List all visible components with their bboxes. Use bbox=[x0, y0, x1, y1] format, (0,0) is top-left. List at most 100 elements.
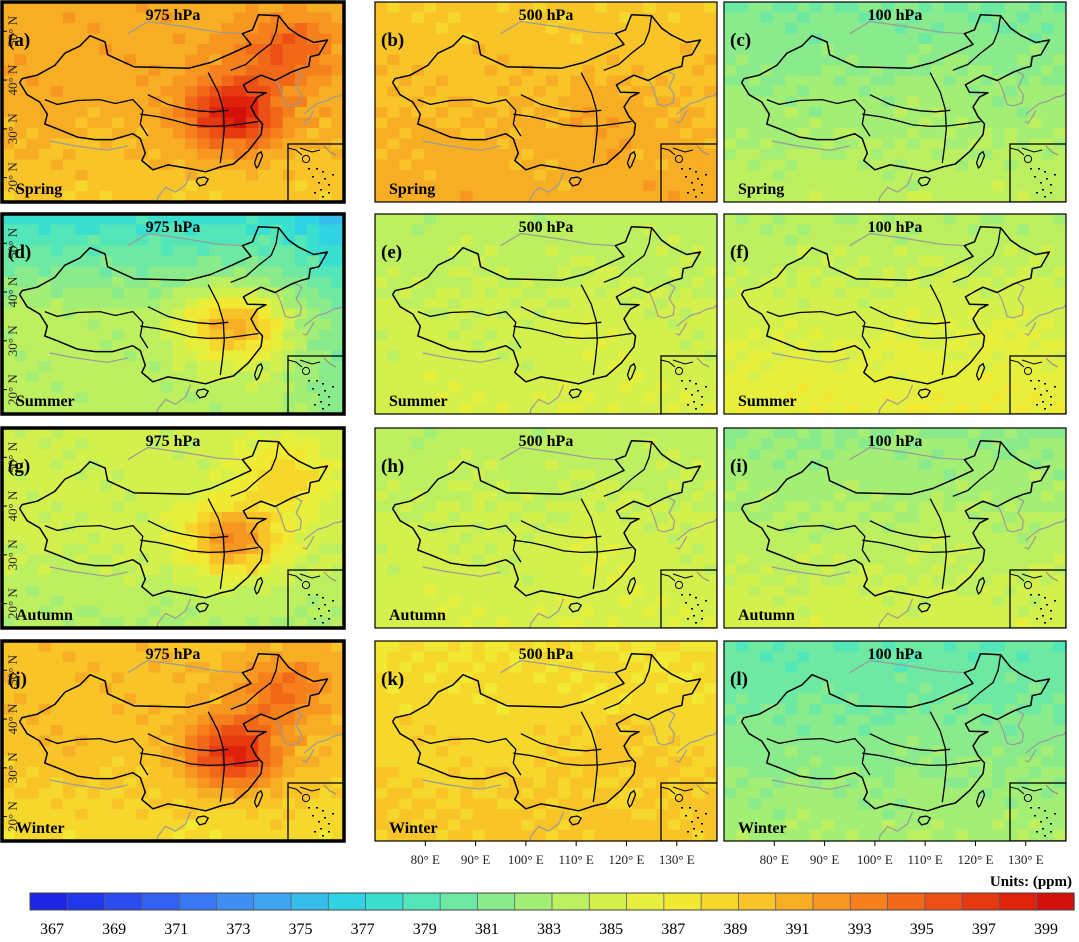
grid-cell bbox=[809, 428, 823, 440]
grid-cell bbox=[846, 12, 859, 24]
grid-cell bbox=[631, 575, 644, 587]
grid-cell bbox=[570, 449, 583, 461]
grid-cell bbox=[943, 224, 957, 236]
grid-cell bbox=[99, 191, 113, 202]
grid-cell bbox=[667, 256, 681, 268]
grid-cell bbox=[558, 512, 571, 524]
grid-cell bbox=[704, 201, 717, 202]
grid-cell bbox=[111, 438, 125, 450]
grid-cell bbox=[99, 138, 113, 150]
grid-cell bbox=[533, 23, 547, 35]
grid-cell bbox=[111, 575, 125, 587]
grid-cell bbox=[246, 86, 259, 98]
grid-cell bbox=[484, 350, 498, 362]
grid-cell bbox=[619, 361, 632, 373]
grid-cell bbox=[631, 107, 644, 119]
grid-cell bbox=[606, 501, 620, 513]
grid-cell bbox=[521, 75, 535, 87]
region-boundary bbox=[417, 98, 522, 137]
grid-cell bbox=[631, 617, 644, 628]
grid-cell bbox=[99, 319, 113, 331]
grid-cell bbox=[692, 180, 705, 192]
grid-cell bbox=[833, 256, 847, 268]
grid-cell bbox=[606, 65, 620, 77]
grid-cell bbox=[724, 459, 737, 471]
grid-cell bbox=[484, 522, 498, 534]
grid-cell bbox=[509, 361, 522, 373]
grid-cell bbox=[809, 256, 823, 268]
grid-cell bbox=[858, 392, 871, 404]
grid-cell bbox=[50, 180, 64, 192]
region-boundary bbox=[862, 113, 981, 128]
grid-cell bbox=[111, 382, 125, 394]
grid-cell bbox=[124, 128, 137, 140]
grid-cell bbox=[399, 107, 413, 119]
grid-cell bbox=[1016, 340, 1030, 352]
grid-cell bbox=[246, 438, 259, 450]
grid-cell bbox=[821, 214, 835, 226]
grid-cell bbox=[1016, 180, 1030, 192]
grid-cell bbox=[282, 371, 296, 383]
grid-cell bbox=[980, 403, 993, 414]
grid-cell bbox=[521, 606, 535, 618]
grid-cell bbox=[692, 491, 705, 503]
grid-cell bbox=[197, 224, 210, 236]
grid-cell bbox=[955, 403, 969, 414]
grid-cell bbox=[760, 12, 774, 24]
grid-cell bbox=[1029, 23, 1042, 35]
grid-cell bbox=[87, 23, 101, 35]
grid-cell bbox=[209, 543, 223, 555]
grid-cell bbox=[197, 403, 210, 414]
grid-cell bbox=[87, 449, 101, 461]
grid-cell bbox=[87, 491, 101, 503]
grid-cell bbox=[545, 86, 559, 98]
grid-cell bbox=[111, 277, 125, 289]
grid-cell bbox=[631, 86, 644, 98]
grid-cell bbox=[919, 224, 932, 236]
grid-cell bbox=[221, 287, 235, 299]
grid-cell bbox=[87, 214, 101, 226]
grid-cell bbox=[882, 180, 896, 192]
grid-cell bbox=[1004, 44, 1018, 56]
region-boundary bbox=[929, 72, 947, 164]
grid-cell bbox=[558, 298, 571, 310]
grid-cell bbox=[870, 117, 884, 129]
grid-cell bbox=[1065, 224, 1066, 236]
grid-cell bbox=[172, 329, 186, 341]
grid-cell bbox=[760, 350, 774, 362]
grid-cell bbox=[919, 319, 932, 331]
grid-cell bbox=[809, 33, 823, 45]
grid-cell bbox=[294, 214, 308, 226]
grid-cell bbox=[655, 403, 669, 414]
grid-cell bbox=[460, 86, 474, 98]
grid-cell bbox=[894, 224, 908, 236]
grid-cell bbox=[1053, 459, 1066, 471]
grid-cell bbox=[785, 138, 798, 150]
grid-cell bbox=[809, 340, 823, 352]
grid-cell bbox=[448, 403, 461, 414]
grid-cell bbox=[846, 480, 859, 492]
grid-cell bbox=[582, 23, 596, 35]
grid-cell bbox=[460, 459, 474, 471]
grid-cell bbox=[258, 107, 271, 119]
grid-cell bbox=[497, 606, 510, 618]
grid-cell bbox=[160, 361, 174, 373]
grid-cell bbox=[197, 138, 210, 150]
grid-cell bbox=[75, 491, 88, 503]
grid-cell bbox=[148, 33, 162, 45]
grid-cell bbox=[124, 564, 137, 576]
grid-cell bbox=[411, 256, 425, 268]
south-china-sea-inset bbox=[1009, 355, 1066, 414]
grid-cell bbox=[136, 12, 149, 24]
grid-cell bbox=[270, 575, 284, 587]
grid-cell bbox=[294, 96, 308, 108]
grid-cell bbox=[509, 75, 522, 87]
grid-cell bbox=[472, 340, 486, 352]
grid-cell bbox=[955, 117, 969, 129]
grid-cell bbox=[980, 149, 993, 161]
grid-cell bbox=[748, 65, 762, 77]
grid-cell bbox=[509, 44, 522, 56]
grid-cell bbox=[484, 596, 498, 608]
grid-cell bbox=[724, 191, 737, 202]
grid-cell bbox=[797, 438, 810, 450]
